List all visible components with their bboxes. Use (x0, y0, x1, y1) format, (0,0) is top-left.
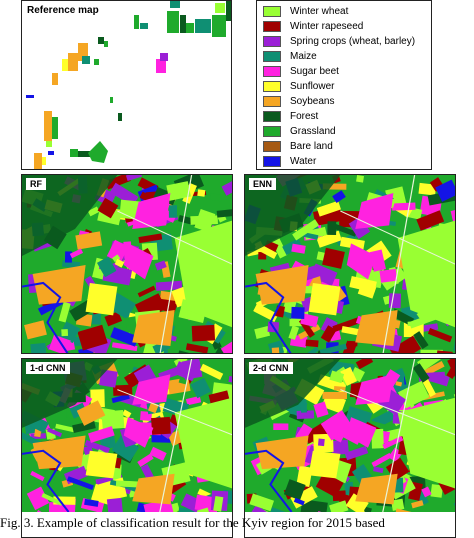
legend-item-sugar-beet: Sugar beet (263, 64, 339, 78)
1d-cnn-classification-map (22, 359, 233, 512)
legend-swatch (263, 81, 281, 92)
legend-swatch (263, 126, 281, 137)
figure-caption: Fig. 3. Example of classification result… (0, 515, 474, 531)
2d-cnn-map-label: 2-d CNN (249, 362, 293, 374)
legend-swatch (263, 21, 281, 32)
legend-item-spring-crops: Spring crops (wheat, barley) (263, 34, 415, 48)
legend-swatch (263, 111, 281, 122)
legend-item-winter-rapeseed: Winter rapeseed (263, 19, 363, 33)
legend-swatch (263, 36, 281, 47)
1d-cnn-map-panel: 1-d CNN (21, 358, 233, 538)
legend-label: Winter rapeseed (290, 21, 363, 32)
legend-item-soybeans: Soybeans (263, 94, 334, 108)
legend: Winter wheat Winter rapeseed Spring crop… (256, 0, 432, 170)
legend-label: Maize (290, 51, 317, 62)
legend-swatch (263, 156, 281, 167)
legend-swatch (263, 51, 281, 62)
rf-classification-map (22, 175, 233, 354)
reference-map-panel: Reference map (21, 0, 232, 170)
legend-item-winter-wheat: Winter wheat (263, 4, 348, 18)
legend-item-maize: Maize (263, 49, 317, 63)
legend-label: Sunflower (290, 81, 334, 92)
legend-label: Sugar beet (290, 66, 339, 77)
legend-swatch (263, 96, 281, 107)
enn-map-panel: ENN (244, 174, 456, 354)
legend-label: Winter wheat (290, 6, 348, 17)
legend-label: Spring crops (wheat, barley) (290, 36, 415, 47)
legend-swatch (263, 141, 281, 152)
enn-map-label: ENN (249, 178, 276, 190)
legend-item-sunflower: Sunflower (263, 79, 334, 93)
rf-map-panel: RF (21, 174, 233, 354)
rf-map-label: RF (26, 178, 46, 190)
legend-label: Water (290, 156, 316, 167)
legend-item-bare-land: Bare land (263, 139, 333, 153)
legend-label: Grassland (290, 126, 336, 137)
legend-label: Bare land (290, 141, 333, 152)
legend-item-forest: Forest (263, 109, 318, 123)
legend-swatch (263, 6, 281, 17)
enn-classification-map (245, 175, 456, 354)
legend-item-grassland: Grassland (263, 124, 336, 138)
legend-item-water: Water (263, 154, 316, 168)
legend-label: Forest (290, 111, 318, 122)
1d-cnn-map-label: 1-d CNN (26, 362, 70, 374)
legend-swatch (263, 66, 281, 77)
reference-map-image (22, 1, 232, 170)
2d-cnn-map-panel: 2-d CNN (244, 358, 456, 538)
2d-cnn-classification-map (245, 359, 456, 512)
legend-label: Soybeans (290, 96, 334, 107)
